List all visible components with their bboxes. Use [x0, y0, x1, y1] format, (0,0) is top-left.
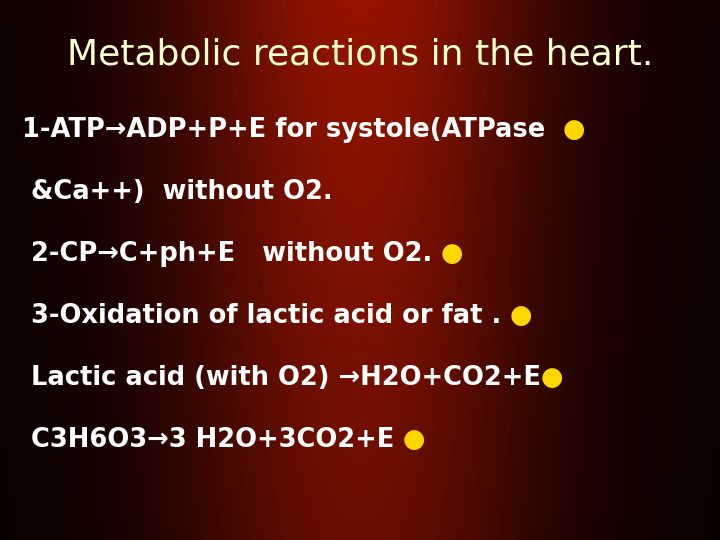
Text: Metabolic reactions in the heart.: Metabolic reactions in the heart. [67, 38, 653, 72]
Text: C3H6O3→3 H2O+3CO2+E: C3H6O3→3 H2O+3CO2+E [22, 427, 403, 453]
Text: 2-CP→C+ph+E   without O2.: 2-CP→C+ph+E without O2. [22, 241, 441, 267]
Text: ●: ● [541, 365, 563, 391]
Text: ●: ● [403, 427, 426, 453]
Text: ●: ● [441, 241, 464, 267]
Text: &Ca++)  without O2.: &Ca++) without O2. [22, 179, 332, 205]
Text: Lactic acid (with O2) →H2O+CO2+E: Lactic acid (with O2) →H2O+CO2+E [22, 365, 541, 391]
Text: ●: ● [510, 303, 532, 329]
Text: ●: ● [563, 117, 585, 143]
Text: 3-Oxidation of lactic acid or fat .: 3-Oxidation of lactic acid or fat . [22, 303, 510, 329]
Text: 1-ATP→ADP+P+E for systole(ATPase: 1-ATP→ADP+P+E for systole(ATPase [22, 117, 563, 143]
